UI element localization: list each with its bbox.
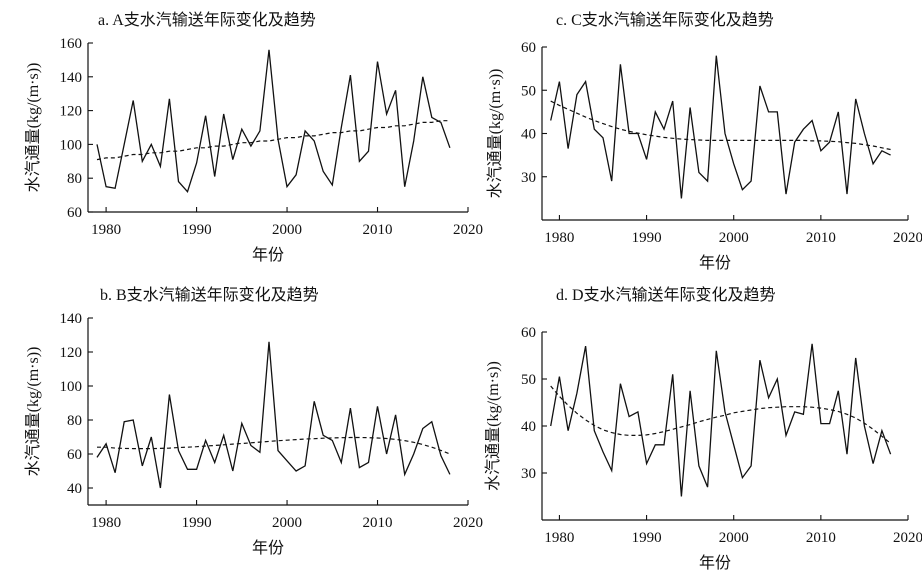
panel-b-trend-line — [97, 436, 451, 455]
panel-a-y-tick-label: 120 — [60, 104, 83, 120]
panel-b-x-tick-label: 1980 — [91, 515, 121, 531]
panel-d-x-tick-label: 1980 — [544, 530, 574, 546]
panel-a-y-label: 水汽通量(kg/(m·s)) — [24, 63, 42, 193]
panel-a-trend-line — [96, 120, 450, 161]
panel-b-y-tick-label: 80 — [67, 413, 82, 429]
panel-a-y-tick-label: 100 — [60, 137, 83, 153]
panel-a-title: a. A支水汽输送年际变化及趋势 — [98, 11, 316, 29]
panel-b-x-tick-label: 2020 — [453, 515, 483, 531]
panel-c-trend-line — [550, 100, 891, 151]
panel-b-y-tick-label: 120 — [60, 345, 83, 361]
panel-a-x-tick-label: 2010 — [363, 222, 393, 238]
panel-b-flux-series-line — [96, 341, 451, 489]
panel-a-x-tick-label: 2020 — [453, 222, 483, 238]
panel-d-y-tick-label: 50 — [521, 372, 536, 388]
panel-c-x-tick-label: 2000 — [719, 230, 749, 246]
panel-b-x-tick-label: 1990 — [182, 515, 212, 531]
panel-b-x-label: 年份 — [252, 539, 284, 557]
panel-b-y-tick-label: 140 — [60, 311, 83, 327]
panel-a-y-tick-label: 60 — [67, 205, 82, 221]
panel-b-y-tick-label: 40 — [67, 481, 82, 497]
panel-a-x-tick-label: 1980 — [91, 222, 121, 238]
panel-d-flux-series-line — [550, 343, 892, 497]
panel-c-x-tick-label: 1990 — [632, 230, 662, 246]
panel-a-flux-series-line — [96, 49, 451, 193]
panel-d-x-tick-label: 1990 — [632, 530, 662, 546]
panel-b-y-label: 水汽通量(kg/(m·s)) — [24, 347, 42, 477]
panel-a-y-tick-label: 160 — [60, 36, 83, 52]
panel-c-y-label: 水汽通量(kg/(m·s)) — [486, 69, 504, 199]
panel-a-x-tick-label: 2000 — [272, 222, 302, 238]
panel-d-y-tick-label: 60 — [521, 325, 536, 341]
panel-c-y-tick-label: 50 — [521, 83, 536, 99]
panel-b-title: b. B支水汽输送年际变化及趋势 — [100, 286, 319, 304]
panel-b-y-tick-label: 60 — [67, 447, 82, 463]
panel-c-flux-series-line — [550, 55, 891, 199]
panel-d-y-tick-label: 30 — [521, 466, 536, 482]
panel-d-trend-line — [550, 385, 891, 444]
panel-a-y-tick-label: 80 — [67, 171, 82, 187]
panel-c-x-tick-label: 2010 — [806, 230, 836, 246]
panel-c-y-tick-label: 60 — [521, 40, 536, 56]
panel-d-y-tick-label: 40 — [521, 419, 536, 435]
panel-b-y-tick-label: 100 — [60, 379, 83, 395]
panel-d-x-label: 年份 — [699, 554, 731, 572]
panel-b-x-tick-label: 2010 — [363, 515, 393, 531]
panel-c-x-tick-label: 2020 — [893, 230, 922, 246]
panel-c-x-label: 年份 — [699, 254, 731, 272]
panel-b-x-tick-label: 2000 — [272, 515, 302, 531]
panel-d-x-tick-label: 2000 — [719, 530, 749, 546]
panel-c-x-tick-label: 1980 — [544, 230, 574, 246]
panel-d-y-label: 水汽通量(kg/(m·s)) — [484, 361, 502, 491]
panel-a-y-tick-label: 140 — [60, 70, 83, 86]
panel-a-x-tick-label: 1990 — [182, 222, 212, 238]
panel-c-title: c. C支水汽输送年际变化及趋势 — [556, 11, 774, 29]
panel-d-x-tick-label: 2020 — [893, 530, 922, 546]
panel-d-title: d. D支水汽输送年际变化及趋势 — [556, 286, 776, 304]
panel-c-y-tick-label: 30 — [521, 170, 536, 186]
panel-d-x-tick-label: 2010 — [806, 530, 836, 546]
panel-c-y-tick-label: 40 — [521, 127, 536, 143]
panel-a-x-label: 年份 — [252, 246, 284, 264]
